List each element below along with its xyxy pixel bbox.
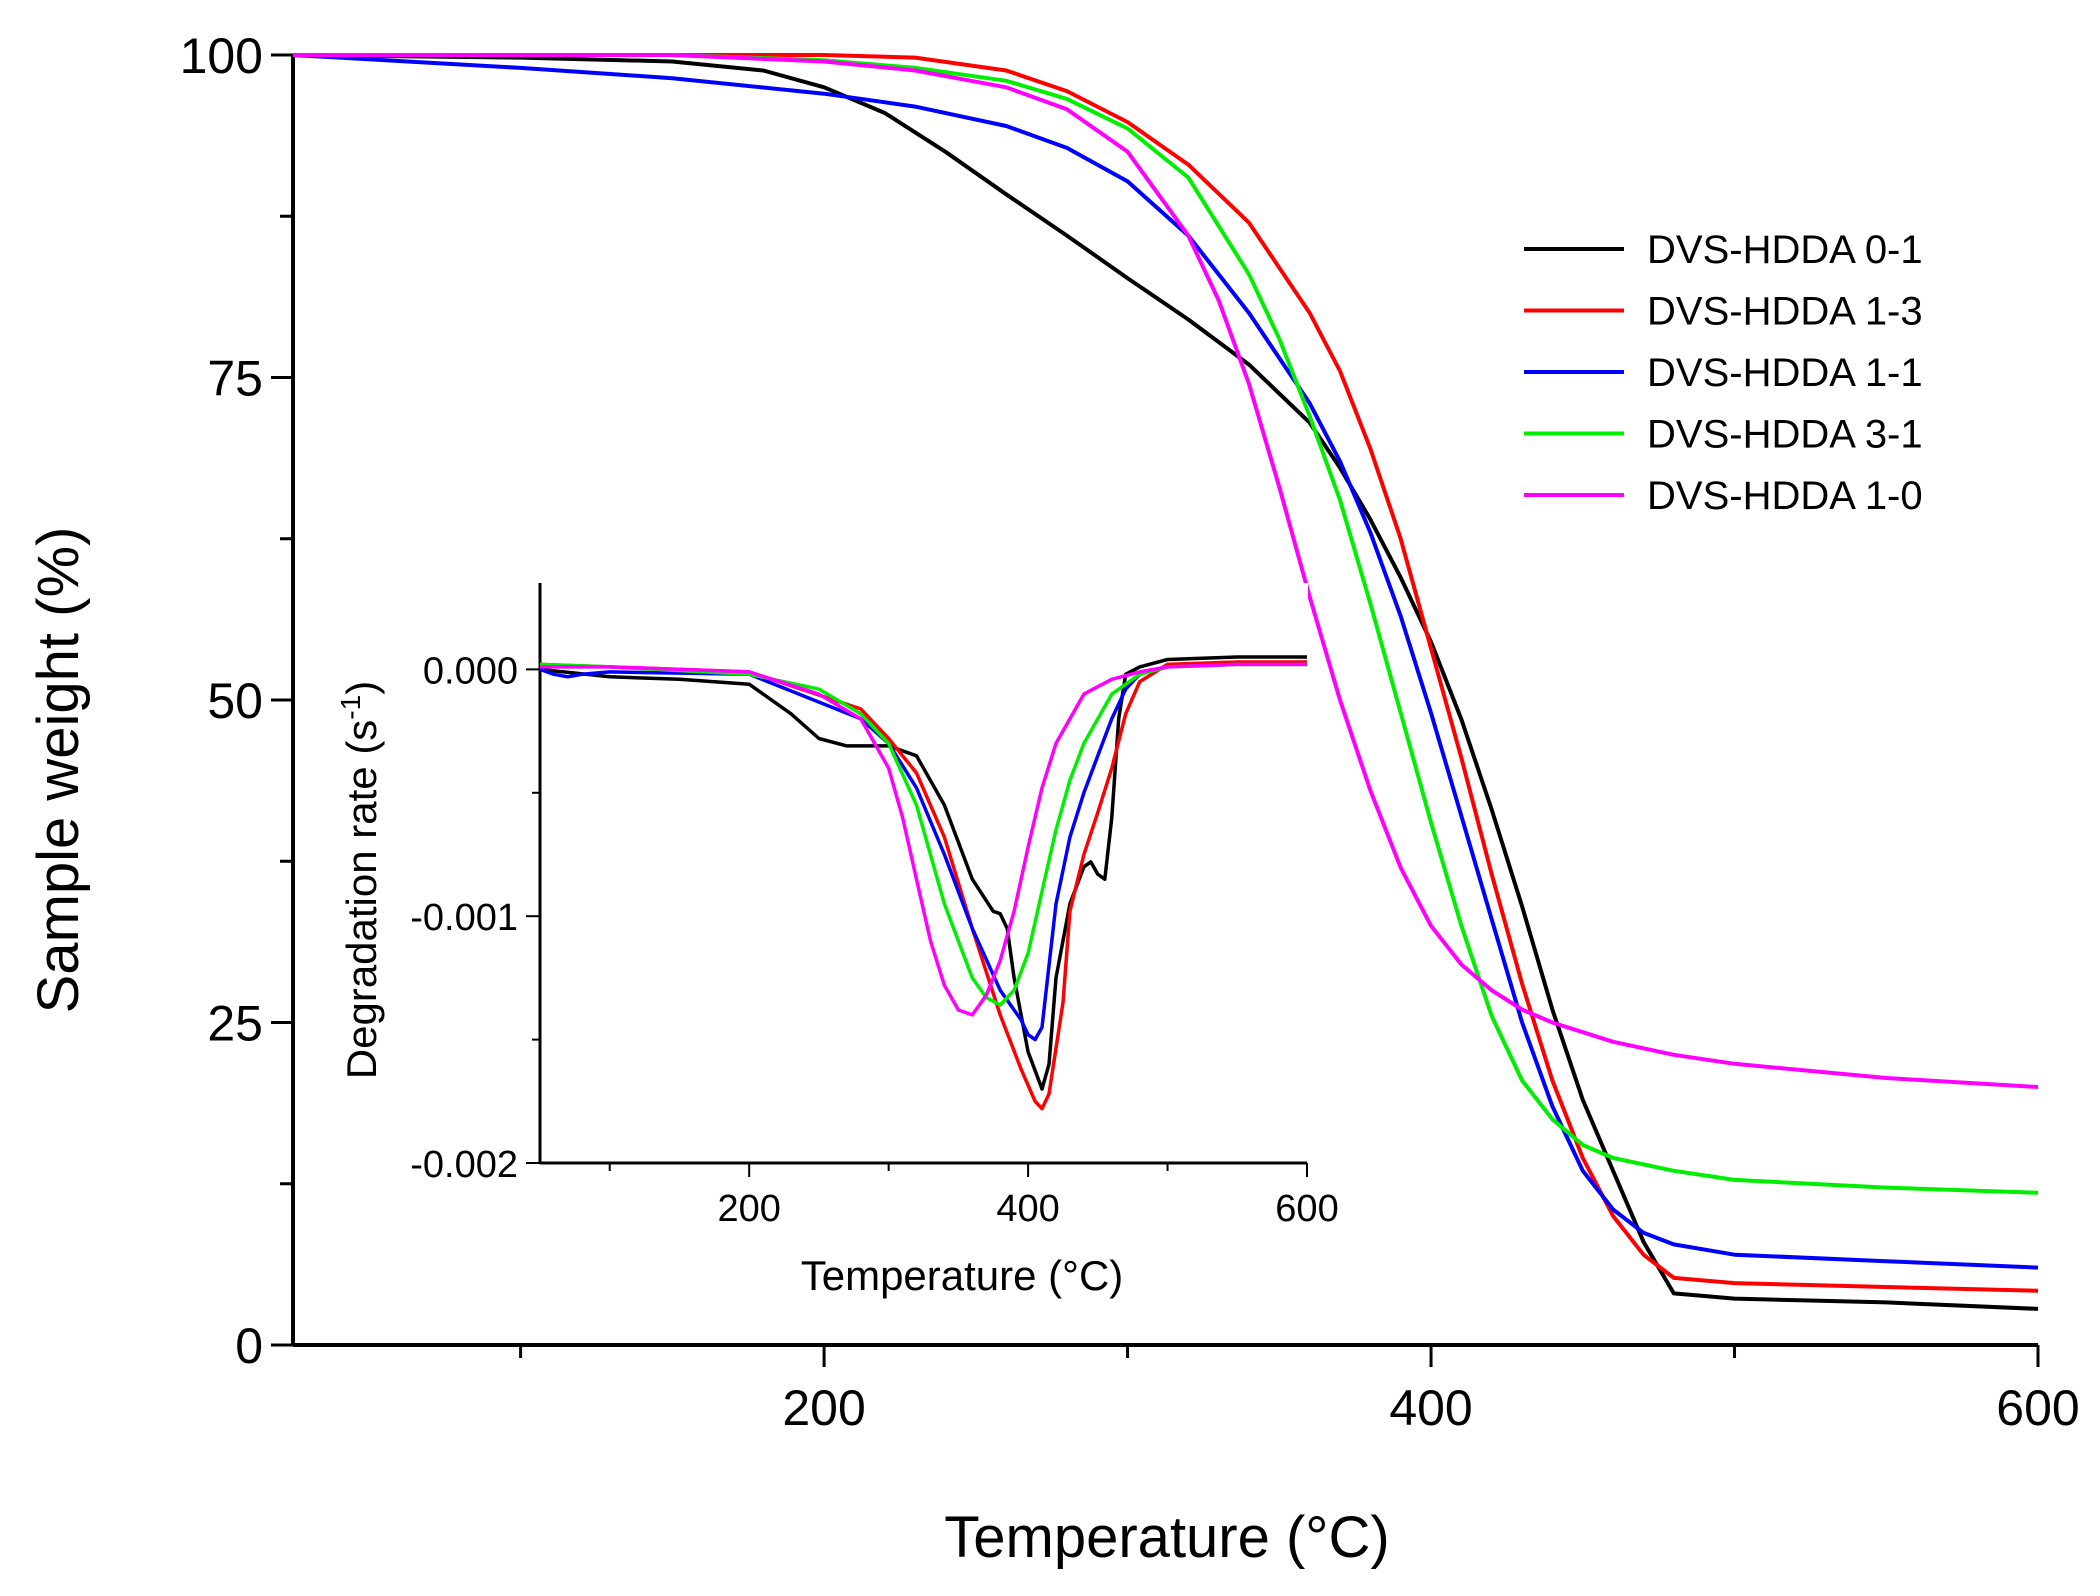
inset-x-tick-label: 400 bbox=[996, 1188, 1059, 1230]
inset-y-axis-title-sup: -1 bbox=[335, 695, 366, 720]
legend-label-2: DVS-HDDA 1-1 bbox=[1647, 351, 1923, 395]
inset-x-tick-label: 600 bbox=[1275, 1188, 1338, 1230]
legend: DVS-HDDA 0-1 DVS-HDDA 1-3 DVS-HDDA 1-1 DVS-… bbox=[1524, 228, 1923, 518]
inset-y-tick-label: -0.001 bbox=[410, 897, 518, 939]
main-y-tick-label: 100 bbox=[180, 28, 263, 84]
main-x-axis-title: Temperature (°C) bbox=[944, 1505, 1389, 1570]
inset-series-line-3 bbox=[539, 662, 1307, 1007]
main-x-tick-label: 400 bbox=[1389, 1380, 1472, 1436]
legend-label-4: DVS-HDDA 1-0 bbox=[1647, 474, 1923, 518]
main-series-line-2 bbox=[292, 53, 2039, 1270]
inset-y-axis-title: Degradation rate (s-1) bbox=[335, 681, 385, 1079]
inset-x-axis-title: Temperature (°C) bbox=[801, 1252, 1124, 1299]
inset-y-tick-label: -0.002 bbox=[410, 1144, 518, 1186]
legend-label-3: DVS-HDDA 3-1 bbox=[1647, 413, 1923, 457]
inset-series-lines bbox=[539, 655, 1307, 1111]
legend-label-0: DVS-HDDA 0-1 bbox=[1647, 228, 1923, 272]
main-plot: 200 400 600 0 25 50 75 100 bbox=[180, 28, 2080, 1436]
main-series-line-1 bbox=[293, 53, 2039, 1293]
inset-series-line-0 bbox=[539, 655, 1307, 1091]
inset-series-line-1 bbox=[539, 660, 1307, 1111]
main-y-tick-label: 0 bbox=[235, 1318, 263, 1374]
main-series-line-4 bbox=[293, 53, 2039, 1089]
main-y-tick-label: 50 bbox=[207, 673, 263, 729]
main-y-tick-label: 75 bbox=[207, 351, 263, 407]
inset-x-tick-label: 200 bbox=[717, 1188, 780, 1230]
main-series-line-3 bbox=[293, 53, 2039, 1195]
inset-plot: 200 400 600 0.000 -0.001 -0.002 bbox=[410, 583, 1339, 1230]
inset-y-tick-label: 0.000 bbox=[423, 650, 518, 692]
inset-y-axis-title-main: Degradation rate (s bbox=[338, 720, 385, 1080]
main-series-lines bbox=[292, 53, 2039, 1311]
main-x-tick-label: 200 bbox=[782, 1380, 865, 1436]
main-y-axis-title: Sample weight (%) bbox=[26, 527, 91, 1014]
inset-series-line-4 bbox=[540, 662, 1307, 1017]
legend-label-1: DVS-HDDA 1-3 bbox=[1647, 290, 1923, 334]
main-x-tick-label: 600 bbox=[1996, 1380, 2079, 1436]
inset-y-axis-title-close: ) bbox=[338, 681, 385, 695]
main-y-tick-label: 25 bbox=[207, 996, 263, 1052]
inset-series-line-2 bbox=[539, 662, 1307, 1042]
